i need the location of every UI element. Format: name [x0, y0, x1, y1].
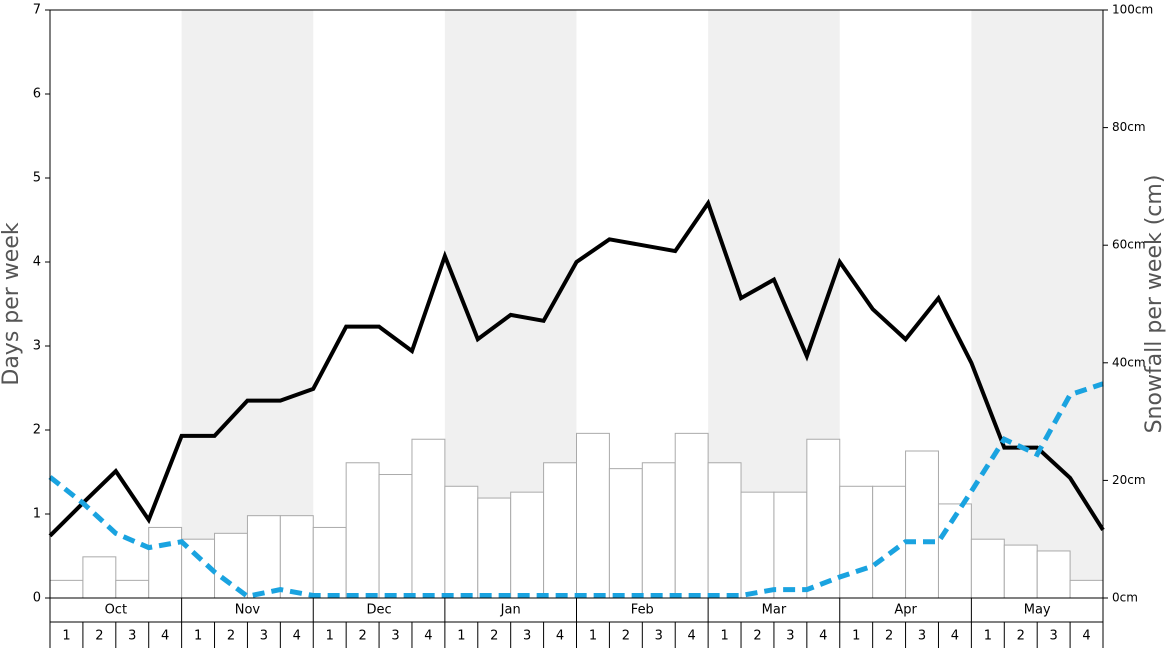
bar [1003, 544, 1038, 599]
week-label: 2 [885, 629, 893, 644]
line-series [48, 381, 1104, 599]
week-label: 2 [1017, 629, 1025, 644]
bar [345, 462, 380, 599]
week-label: 3 [523, 629, 531, 644]
bar [510, 491, 545, 599]
month-label: May [1024, 603, 1051, 618]
week-label: 1 [457, 629, 465, 644]
bar [148, 526, 183, 599]
bar [82, 556, 117, 599]
week-label: 4 [819, 629, 827, 644]
y2-axis-title: Snowfall per week (cm) [1142, 175, 1167, 434]
week-label: 1 [852, 629, 860, 644]
bar [740, 491, 775, 599]
week-label: 4 [1082, 629, 1090, 644]
week-label: 3 [391, 629, 399, 644]
week-label: 1 [720, 629, 728, 644]
y-tick-label: 2 [33, 423, 41, 438]
week-label: 1 [589, 629, 597, 644]
month-label: Apr [894, 603, 917, 618]
line-series [48, 198, 1105, 538]
week-label: 4 [556, 629, 564, 644]
bar [576, 432, 610, 599]
bar [49, 579, 84, 599]
y-tick-label: 0 [33, 591, 41, 606]
month-shade [971, 10, 1103, 598]
week-label: 2 [490, 629, 498, 644]
bar [641, 462, 676, 599]
month-label: Nov [235, 603, 261, 618]
month-label: Oct [105, 603, 127, 618]
y-tick-label: 3 [33, 339, 41, 354]
y2-tick-label: 20cm [1112, 473, 1146, 487]
bar [543, 462, 577, 599]
y-tick-label: 7 [33, 3, 41, 18]
week-label: 4 [424, 629, 432, 644]
bar [707, 462, 742, 599]
bar [246, 515, 281, 599]
week-label: 3 [1050, 629, 1058, 644]
y2-tick-label: 40cm [1112, 355, 1146, 369]
y2-tick-label: 80cm [1112, 120, 1146, 134]
month-label: Feb [631, 603, 654, 618]
bar [411, 438, 446, 599]
month-label: Mar [762, 603, 787, 618]
week-label: 2 [227, 629, 235, 644]
week-label: 3 [260, 629, 268, 644]
week-label: 1 [984, 629, 992, 644]
week-label: 4 [688, 629, 696, 644]
week-label: 1 [194, 629, 202, 644]
week-label: 3 [655, 629, 663, 644]
y2-tick-label: 60cm [1112, 238, 1146, 252]
bar [806, 438, 841, 599]
bar [1069, 579, 1104, 599]
y-tick-label: 4 [33, 255, 41, 270]
bar [674, 432, 709, 599]
y2-tick-label: 100cm [1112, 3, 1153, 17]
week-label: 1 [62, 629, 70, 644]
bar [608, 468, 643, 599]
week-label: 2 [753, 629, 761, 644]
bar [477, 497, 512, 599]
bar [312, 526, 347, 599]
bar [970, 538, 1005, 599]
month-label: Dec [366, 603, 391, 618]
week-label: 1 [326, 629, 334, 644]
bar [214, 532, 248, 599]
bar [378, 474, 413, 599]
week-label: 3 [918, 629, 926, 644]
y-tick-label: 5 [33, 171, 41, 186]
week-label: 2 [95, 629, 103, 644]
week-label: 3 [128, 629, 136, 644]
y-axis-title: Days per week [0, 222, 24, 385]
week-label: 2 [622, 629, 630, 644]
bar [1036, 550, 1071, 599]
month-label: Jan [500, 603, 521, 618]
bar [839, 485, 874, 599]
y-tick-label: 6 [33, 87, 41, 102]
week-label: 4 [951, 629, 959, 644]
bar [444, 485, 479, 599]
week-label: 4 [293, 629, 301, 644]
week-label: 3 [786, 629, 794, 644]
bar [279, 515, 314, 599]
bar [905, 450, 939, 599]
bar [872, 485, 907, 599]
y2-tick-label: 0cm [1112, 591, 1138, 605]
y-tick-label: 1 [33, 507, 41, 522]
week-label: 4 [161, 629, 169, 644]
month-shade [181, 10, 314, 598]
bar [773, 491, 808, 599]
week-label: 2 [358, 629, 366, 644]
bar [115, 579, 150, 599]
